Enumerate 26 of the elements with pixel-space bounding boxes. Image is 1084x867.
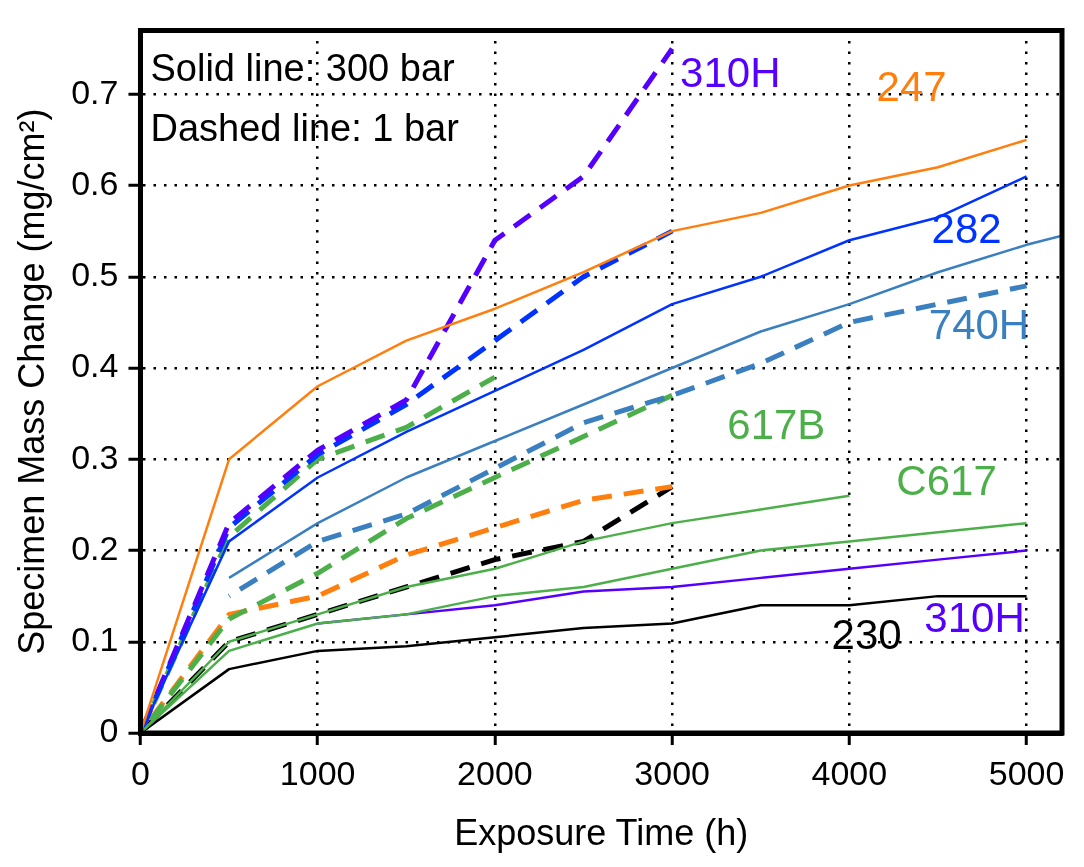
y-tick-label: 0.6	[71, 163, 119, 202]
series-label: 617B	[727, 401, 826, 449]
x-tick-label: 1000	[279, 753, 356, 792]
y-tick-label: 0	[99, 711, 119, 750]
y-tick-label: 0.4	[71, 346, 119, 385]
y-tick-label: 0.2	[71, 528, 119, 567]
x-axis-title: Exposure Time (h)	[454, 812, 749, 854]
x-tick-label: 4000	[811, 753, 888, 792]
y-tick-label: 0.1	[71, 620, 119, 659]
x-tick-label: 2000	[457, 753, 533, 792]
series-label: 247	[876, 63, 947, 111]
annotation: Solid line: 300 bar	[150, 46, 456, 89]
series-label: 310H	[924, 594, 1025, 642]
y-tick-label: 0.3	[71, 437, 119, 476]
series-label: C617	[896, 456, 997, 504]
y-tick-label: 0.5	[71, 255, 119, 294]
annotation: Dashed line: 1 bar	[150, 106, 460, 149]
x-tick-label: 0	[131, 753, 150, 792]
annotation: 310H	[680, 49, 781, 97]
series-label: 740H	[928, 301, 1030, 349]
y-tick-label: 0.7	[71, 72, 119, 111]
x-tick-label: 5000	[988, 753, 1065, 792]
y-axis-title: Specimen Mass Change (mg/cm²)	[10, 108, 52, 655]
series-label: 282	[931, 204, 1002, 252]
series-label: 230	[831, 610, 902, 658]
x-tick-label: 3000	[634, 753, 710, 792]
